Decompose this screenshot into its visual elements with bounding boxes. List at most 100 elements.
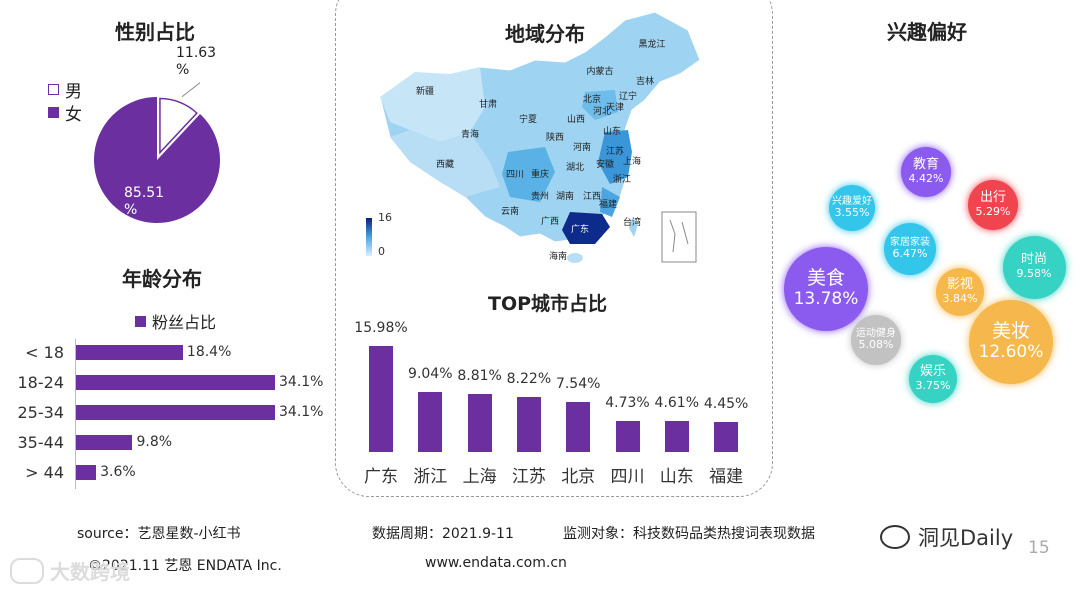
- interest-bubble: 运动健身 5.08%: [851, 315, 901, 365]
- city-bar: [418, 392, 443, 452]
- map-province-label: 内蒙古: [586, 65, 613, 77]
- map-province-label: 浙江: [613, 173, 631, 185]
- gender-legend: 男 女: [48, 78, 82, 125]
- legend-item-male: 男: [48, 78, 82, 102]
- map-shape-tibet: [390, 130, 500, 197]
- interest-bubble-name: 影视: [946, 277, 973, 293]
- city-bar-value: 4.61%: [654, 395, 700, 412]
- map-province-label: 江西: [583, 191, 601, 202]
- map-province-label: 重庆: [531, 168, 549, 180]
- map-province-label: 安徽: [596, 158, 614, 170]
- watermark-right: 洞见Daily: [880, 522, 1013, 552]
- city-bar: [566, 401, 591, 452]
- interest-bubble-value: 3.84%: [942, 292, 978, 306]
- map-province-label: 贵州: [531, 190, 549, 202]
- map-province-label: 四川: [506, 170, 524, 180]
- top-cities-title: TOP城市占比: [488, 293, 608, 315]
- interest-bubble-name: 教育: [912, 157, 939, 173]
- city-bar: [615, 420, 640, 452]
- watermark-logo-icon: [10, 557, 44, 584]
- map-province-label: 天津: [606, 102, 624, 113]
- map-shape-beijing-area: [582, 90, 618, 120]
- city-bar-value: 9.04%: [408, 366, 453, 383]
- city-category-label: 北京: [561, 467, 596, 487]
- city-category-label: 浙江: [413, 467, 448, 487]
- interest-bubble-value: 3.75%: [915, 379, 951, 393]
- map-province-label: 青海: [461, 128, 479, 140]
- page-number: 15: [1028, 538, 1050, 558]
- footer-copyright: ©2021.11 艺恩 ENDATA Inc.: [88, 558, 282, 574]
- map-province-label: 台湾: [623, 216, 641, 228]
- watermark-left: 大数跨境: [10, 556, 130, 585]
- map-province-label: 西藏: [436, 158, 454, 170]
- city-bar-value: 4.45%: [703, 396, 749, 413]
- age-bar-value: 3.6%: [100, 464, 136, 480]
- map-province-label: 山西: [567, 114, 585, 125]
- interest-bubble: 美妆 12.60%: [969, 300, 1053, 384]
- map-province-label: 广东: [571, 223, 589, 235]
- footer-source: source：艺恩星数-小红书: [77, 526, 241, 542]
- map-shape-taiwan: [629, 218, 638, 237]
- interest-bubble-value: 5.29%: [975, 205, 1011, 219]
- interest-bubble: 教育 4.42%: [901, 147, 951, 197]
- interest-bubble: 影视 3.84%: [936, 268, 984, 316]
- map-province-label: 山东: [603, 125, 621, 137]
- age-bar: [75, 345, 183, 360]
- age-bar: [75, 435, 133, 450]
- age-category-label: 35-44: [17, 433, 65, 452]
- map-shape-east-coast: [598, 130, 632, 184]
- interest-bubble-value: 13.78%: [793, 289, 859, 310]
- age-bar: [75, 375, 275, 390]
- age-legend-swatch: [135, 315, 146, 327]
- interest-bubble: 家居家装 6.47%: [884, 223, 936, 275]
- map-province-label: 福建: [599, 198, 617, 210]
- age-legend-label: 粉丝占比: [152, 313, 217, 332]
- age-category-label: > 44: [25, 463, 64, 482]
- interest-bubble-value: 12.60%: [978, 342, 1044, 363]
- map-province-label: 新疆: [416, 85, 434, 97]
- interest-bubble-value: 9.58%: [1016, 267, 1052, 281]
- map-province-label: 河南: [573, 141, 591, 153]
- footer-target: 监测对象：科技数码品类热搜词表现数据: [563, 526, 815, 542]
- age-title: 年龄分布: [122, 267, 202, 291]
- map-province-label: 宁夏: [519, 113, 537, 125]
- age-bar: [75, 405, 275, 420]
- city-category-label: 四川: [610, 467, 645, 487]
- map-shape-hainan: [567, 253, 583, 263]
- city-category-label: 福建: [709, 467, 744, 487]
- map-shape-sichuan: [502, 147, 555, 202]
- city-bar: [714, 422, 739, 452]
- wechat-icon: [880, 525, 910, 549]
- map-province-label: 湖北: [566, 162, 584, 173]
- map-inset-box: [661, 211, 697, 263]
- map-province-label: 甘肃: [479, 98, 497, 110]
- legend-label-male: 男: [65, 81, 82, 102]
- pie-label-male: 11.63 %: [176, 45, 217, 78]
- map-province-label: 江苏: [606, 145, 624, 157]
- city-bar: [369, 346, 393, 452]
- footer-website: www.endata.com.cn: [425, 555, 567, 571]
- legend-item-female: 女: [48, 100, 82, 125]
- map-province-label: 北京: [583, 93, 601, 105]
- watermark-right-text: 洞见Daily: [918, 526, 1014, 550]
- interest-bubble-name: 美食: [806, 267, 845, 290]
- interest-bubble-value: 3.55%: [834, 206, 870, 220]
- interest-bubble: 出行 5.29%: [968, 180, 1018, 230]
- map-province-label: 云南: [501, 205, 519, 217]
- age-category-label: 18-24: [17, 373, 65, 392]
- city-bar: [467, 393, 492, 452]
- map-panel-frame: [335, 0, 773, 497]
- pie-leader-line: [181, 82, 201, 98]
- interest-bubble: 娱乐 3.75%: [909, 355, 957, 403]
- city-bar-value: 8.22%: [506, 371, 552, 388]
- region-title: 地域分布: [505, 22, 585, 46]
- age-axis-line: [75, 339, 76, 489]
- legend-swatch-male: [48, 83, 59, 95]
- map-province-label: 海南: [549, 250, 567, 262]
- city-category-label: 江苏: [511, 467, 546, 487]
- interest-bubble-value: 6.47%: [892, 247, 928, 261]
- map-shape-fujian: [600, 187, 620, 217]
- interest-bubble-name: 娱乐: [919, 364, 946, 380]
- map-province-label: 河北: [593, 105, 611, 117]
- interest-bubble-name: 兴趣爱好: [832, 195, 872, 207]
